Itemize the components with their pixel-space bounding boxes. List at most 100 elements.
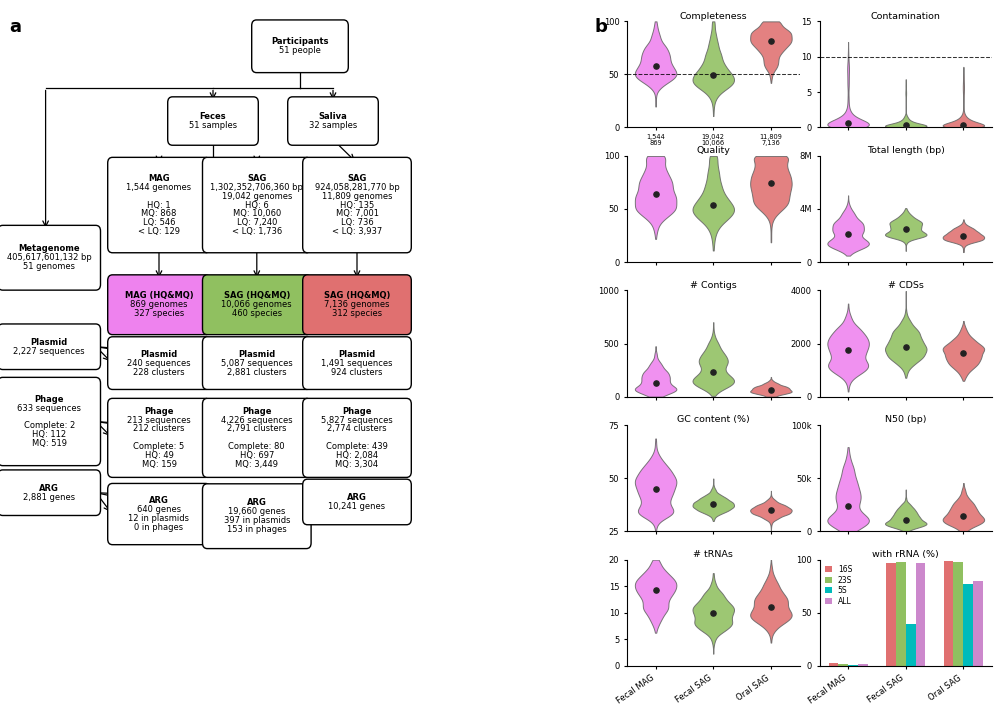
Point <box>955 510 971 521</box>
Point <box>648 483 664 494</box>
Point <box>763 384 779 396</box>
Point <box>763 177 779 189</box>
Point <box>648 189 664 200</box>
FancyBboxPatch shape <box>202 484 311 548</box>
Text: 924,058,281,770 bp: 924,058,281,770 bp <box>315 183 399 192</box>
FancyBboxPatch shape <box>0 470 100 515</box>
Title: # tRNAs: # tRNAs <box>693 550 733 559</box>
Point <box>648 584 664 595</box>
Text: MQ: 868: MQ: 868 <box>141 209 177 219</box>
Text: Complete: 5: Complete: 5 <box>133 442 185 451</box>
Text: HQ: 135: HQ: 135 <box>340 201 374 209</box>
Text: Plasmid: Plasmid <box>31 337 68 347</box>
Text: Phage: Phage <box>242 407 272 416</box>
Point <box>840 500 856 511</box>
Text: 19,042 genomes: 19,042 genomes <box>222 192 292 201</box>
FancyBboxPatch shape <box>303 275 411 335</box>
Text: HQ: 49: HQ: 49 <box>145 451 173 460</box>
Point <box>840 345 856 356</box>
Text: 0 in phages: 0 in phages <box>134 523 184 532</box>
Title: GC content (%): GC content (%) <box>677 415 750 424</box>
Text: 2,774 clusters: 2,774 clusters <box>327 424 387 434</box>
Text: 213 sequences: 213 sequences <box>127 416 191 424</box>
Point <box>763 35 779 46</box>
Text: 5,087 sequences: 5,087 sequences <box>221 359 293 367</box>
Text: HQ: 697: HQ: 697 <box>240 451 274 460</box>
Text: Phage: Phage <box>342 407 372 416</box>
Bar <box>963 584 973 666</box>
Bar <box>848 665 858 666</box>
Text: Metagenome: Metagenome <box>18 244 80 253</box>
Text: Phage: Phage <box>34 394 64 404</box>
Text: 633 sequences: 633 sequences <box>17 404 81 413</box>
Text: HQ: 2,084: HQ: 2,084 <box>336 451 378 460</box>
Point <box>898 120 914 131</box>
Text: 7,136 genomes: 7,136 genomes <box>324 300 390 309</box>
FancyBboxPatch shape <box>303 399 411 477</box>
Text: 212 clusters: 212 clusters <box>133 424 185 434</box>
Text: LQ: 7,240: LQ: 7,240 <box>237 219 277 227</box>
Text: ARG: ARG <box>149 496 169 506</box>
Text: 32 samples: 32 samples <box>309 121 357 130</box>
FancyBboxPatch shape <box>202 275 311 335</box>
Text: HQ: 1: HQ: 1 <box>147 201 171 209</box>
Bar <box>838 664 848 666</box>
Text: Plasmid: Plasmid <box>140 350 178 359</box>
Text: Complete: 80: Complete: 80 <box>228 442 285 451</box>
FancyBboxPatch shape <box>202 399 311 477</box>
Text: 1,491 sequences: 1,491 sequences <box>321 359 393 367</box>
Text: 11,809: 11,809 <box>759 134 782 140</box>
Point <box>705 499 721 511</box>
Point <box>648 377 664 388</box>
Bar <box>896 562 906 666</box>
Bar <box>886 562 896 666</box>
Text: Feces: Feces <box>200 112 226 121</box>
Text: 1,302,352,706,360 bp: 1,302,352,706,360 bp <box>210 183 303 192</box>
FancyBboxPatch shape <box>303 337 411 389</box>
Point <box>705 199 721 211</box>
Text: 51 samples: 51 samples <box>189 121 237 130</box>
Text: 640 genes: 640 genes <box>137 505 181 514</box>
Point <box>898 514 914 525</box>
Text: ARG: ARG <box>247 498 267 508</box>
Text: 869 genomes: 869 genomes <box>130 300 188 309</box>
Text: 327 species: 327 species <box>134 309 184 318</box>
Title: # Contigs: # Contigs <box>690 281 737 290</box>
Title: N50 (bp): N50 (bp) <box>885 415 926 424</box>
Title: Completeness: Completeness <box>679 11 747 21</box>
FancyBboxPatch shape <box>108 337 210 389</box>
Bar <box>829 663 838 666</box>
Point <box>705 69 721 80</box>
Text: 228 clusters: 228 clusters <box>133 367 185 377</box>
Text: Saliva: Saliva <box>319 112 347 121</box>
Text: Plasmid: Plasmid <box>338 350 376 359</box>
Text: 19,660 genes: 19,660 genes <box>228 507 285 516</box>
FancyBboxPatch shape <box>108 399 210 477</box>
Point <box>705 607 721 618</box>
Text: 10,066 genomes: 10,066 genomes <box>221 300 292 309</box>
FancyBboxPatch shape <box>252 20 348 73</box>
Point <box>763 602 779 613</box>
Text: 2,881 genes: 2,881 genes <box>23 493 75 502</box>
Bar <box>944 560 953 666</box>
Title: with rRNA (%): with rRNA (%) <box>872 550 939 559</box>
Text: a: a <box>9 18 21 36</box>
Text: Plasmid: Plasmid <box>238 350 275 359</box>
Text: 2,791 clusters: 2,791 clusters <box>227 424 287 434</box>
FancyBboxPatch shape <box>168 97 258 145</box>
Text: MQ: 10,060: MQ: 10,060 <box>233 209 281 219</box>
FancyBboxPatch shape <box>202 157 311 253</box>
Text: MAG (HQ&MQ): MAG (HQ&MQ) <box>125 291 193 300</box>
Text: SAG (HQ&MQ): SAG (HQ&MQ) <box>224 291 290 300</box>
Text: 869: 869 <box>649 140 662 146</box>
Bar <box>953 562 963 666</box>
Text: 11,809 genomes: 11,809 genomes <box>322 192 392 201</box>
Text: b: b <box>595 18 608 36</box>
Legend: 16S, 23S, 5S, ALL: 16S, 23S, 5S, ALL <box>823 563 854 607</box>
Text: MQ: 3,449: MQ: 3,449 <box>235 460 278 469</box>
Point <box>705 366 721 377</box>
Text: 7,136: 7,136 <box>762 140 780 146</box>
Text: 405,617,601,132 bp: 405,617,601,132 bp <box>7 253 92 262</box>
Text: ARG: ARG <box>39 483 59 493</box>
Text: MQ: 159: MQ: 159 <box>142 460 176 469</box>
